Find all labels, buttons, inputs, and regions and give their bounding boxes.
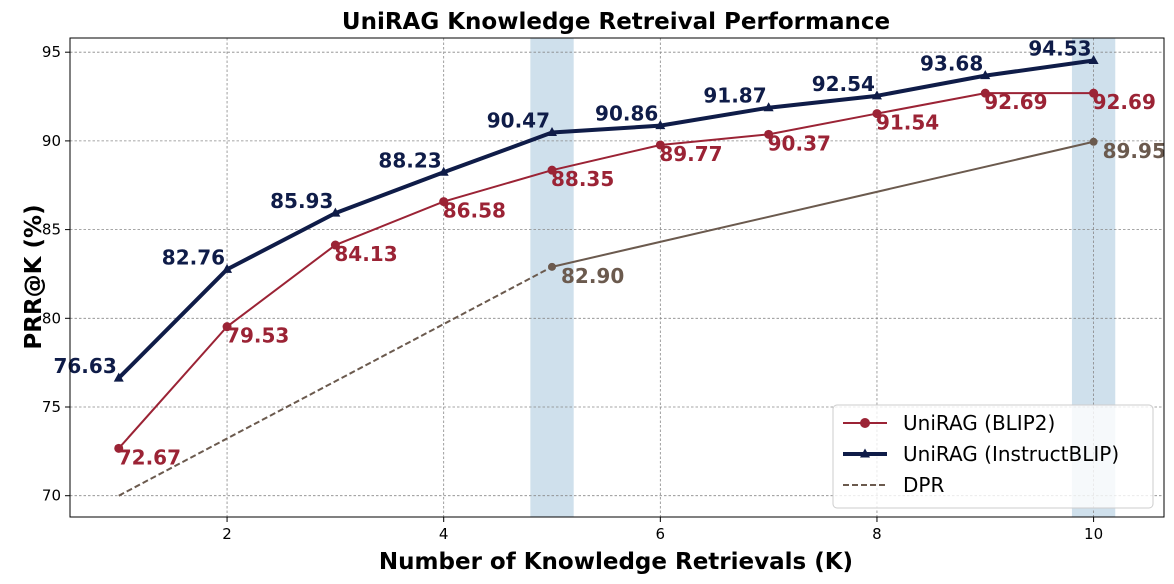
chart-title: UniRAG Knowledge Retreival Performance — [342, 9, 890, 35]
instructblip-point — [330, 207, 341, 217]
blip2-data-label: 89.77 — [659, 142, 722, 166]
x-tick-label: 8 — [872, 525, 882, 543]
legend-marker-instructblip — [860, 448, 870, 458]
y-tick-label: 80 — [42, 309, 61, 327]
instructblip-data-label: 76.63 — [53, 354, 116, 378]
y-tick-label: 75 — [42, 398, 61, 416]
data-labels: 82.90 89.95 72.67 79.53 84.13 86.58 88.35 89.77… — [53, 37, 1165, 470]
instructblip-data-label: 93.68 — [920, 52, 983, 76]
blip2-data-label: 84.13 — [334, 242, 397, 266]
blip2-data-label: 90.37 — [768, 131, 831, 155]
instructblip-data-label: 88.23 — [378, 148, 441, 172]
x-axis-label: Number of Knowledge Retrievals (K) — [379, 549, 853, 575]
y-tick-label: 70 — [42, 487, 61, 505]
legend-marker-blip2 — [860, 418, 870, 428]
blip2-point — [547, 165, 557, 175]
blip2-data-label: 79.53 — [226, 324, 289, 348]
blip2-point — [980, 88, 990, 98]
blip2-point — [872, 109, 882, 119]
highlight-band-0 — [530, 38, 574, 517]
legend-label-dpr: DPR — [903, 473, 944, 497]
blip2-data-label: 88.35 — [551, 167, 614, 191]
instructblip-point — [547, 127, 558, 137]
x-tick-label: 4 — [439, 525, 449, 543]
instructblip-point — [871, 90, 882, 100]
dpr-data-label: 89.95 — [1103, 139, 1166, 163]
instructblip-point — [763, 102, 774, 112]
instructblip-data-label: 90.47 — [487, 109, 550, 133]
instructblip-data-label: 91.87 — [703, 84, 766, 108]
blip2-data-label: 72.67 — [118, 445, 181, 469]
instructblip-point — [438, 166, 449, 176]
x-ticks: 2 4 6 8 10 — [222, 517, 1103, 543]
legend: UniRAG (BLIP2) UniRAG (InstructBLIP) DPR — [832, 404, 1154, 509]
instructblip-point — [655, 120, 666, 130]
instructblip-point — [113, 372, 124, 382]
legend-box — [832, 404, 1154, 509]
instructblip-data-label: 90.86 — [595, 102, 658, 126]
blip2-data-label: 92.69 — [984, 90, 1047, 114]
instructblip-data-label: 92.54 — [812, 72, 875, 96]
instructblip-line — [117, 58, 1094, 380]
blip2-data-label: 86.58 — [443, 199, 506, 223]
y-axis-label: PRR@K (%) — [21, 204, 47, 349]
dpr-dashed-segment — [118, 265, 553, 497]
y-tick-label: 95 — [42, 43, 61, 61]
dpr-point — [1089, 137, 1098, 146]
legend-label-instructblip: UniRAG (InstructBLIP) — [903, 442, 1119, 466]
blip2-point — [764, 129, 774, 139]
y-ticks: 70 75 80 85 90 95 — [42, 43, 70, 505]
blip2-line — [117, 92, 1094, 450]
blip2-point — [439, 197, 449, 207]
blip2-point — [1089, 88, 1099, 98]
instructblip-data-label: 82.76 — [162, 245, 225, 269]
instructblip-data-label: 94.53 — [1028, 37, 1091, 61]
series-markers — [113, 55, 1099, 453]
y-tick-label: 85 — [42, 221, 61, 239]
blip2-point — [114, 443, 124, 453]
blip2-point — [655, 140, 665, 150]
instructblip-point — [222, 263, 233, 273]
grid-lines — [70, 38, 1164, 517]
blip2-point — [222, 322, 232, 332]
x-tick-label: 10 — [1084, 525, 1103, 543]
x-tick-label: 6 — [656, 525, 666, 543]
dpr-point — [548, 262, 557, 271]
instructblip-point — [1088, 55, 1099, 65]
dpr-data-label: 82.90 — [561, 264, 624, 288]
x-tick-label: 2 — [222, 525, 232, 543]
legend-label-blip2: UniRAG (BLIP2) — [903, 411, 1055, 435]
instructblip-point — [980, 70, 991, 80]
dpr-solid-segment — [551, 140, 1094, 268]
series-lines — [117, 58, 1094, 497]
instructblip-data-label: 85.93 — [270, 189, 333, 213]
plot-frame — [69, 37, 1165, 518]
blip2-point — [330, 240, 340, 250]
y-tick-label: 90 — [42, 132, 61, 150]
blip2-data-label: 92.69 — [1093, 90, 1156, 114]
blip2-data-label: 91.54 — [876, 111, 939, 135]
